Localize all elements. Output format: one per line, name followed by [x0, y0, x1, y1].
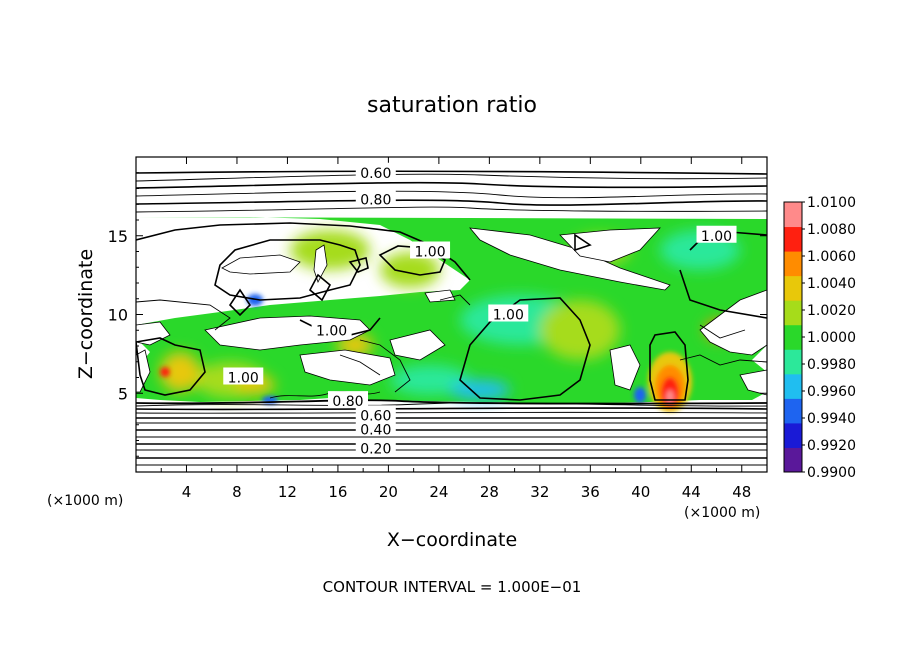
- colorbar-swatch: [784, 422, 802, 448]
- x-tick-label: 24: [429, 483, 448, 501]
- contour-label: 1.00: [316, 323, 347, 339]
- contour-label: 0.60: [360, 408, 391, 424]
- x-tick-label: 48: [732, 483, 751, 501]
- colorbar-label: 1.0100: [807, 195, 856, 211]
- contour-labels: 0.200.400.600.800.600.801.001.001.001.00…: [223, 162, 737, 457]
- y-axis-ticks: 5 10 15: [108, 172, 767, 457]
- x-tick-label: 36: [581, 483, 600, 501]
- contour-label-bg: [223, 367, 264, 385]
- colorbar-label: 0.9920: [807, 438, 856, 454]
- colorbar-swatch: [784, 349, 802, 375]
- contour-label-bg: [311, 320, 352, 338]
- x-tick-label: 40: [631, 483, 650, 501]
- contour-interval-note: CONTOUR INTERVAL = 1.000E−01: [323, 578, 582, 596]
- colorbar-label: 1.0020: [807, 303, 856, 319]
- colorbar-label: 0.9960: [807, 384, 856, 400]
- colorbar-label: 1.0000: [807, 330, 856, 346]
- contour-label: 0.40: [360, 422, 391, 438]
- x-unit-label: (×1000 m): [684, 505, 760, 521]
- contour-label-bg: [696, 225, 737, 243]
- colorbar-label: 0.9900: [807, 465, 856, 481]
- colorbar-label: 1.0040: [807, 276, 856, 292]
- contour-label-bg: [355, 189, 396, 207]
- colorbar-swatch: [784, 324, 802, 350]
- colorbar-label: 0.9980: [807, 357, 856, 373]
- contour-label: 0.20: [360, 441, 391, 457]
- x-tick-label: 12: [278, 483, 297, 501]
- chart-title: saturation ratio: [367, 93, 537, 118]
- x-tick-label: 28: [480, 483, 499, 501]
- x-axis-ticks: 4 8 12 16 20 24 28 32 36 40 44 48: [160, 157, 751, 501]
- y-tick-label: 5: [118, 384, 128, 403]
- colorbar-swatch: [784, 275, 802, 301]
- colorbar-swatch: [784, 202, 802, 228]
- contour-label: 0.80: [360, 193, 391, 209]
- colorbar-swatch: [784, 251, 802, 277]
- x-tick-label: 16: [328, 483, 347, 501]
- contour-label-bg: [355, 438, 396, 456]
- contour-label-bg: [355, 419, 396, 437]
- colorbar-swatch: [784, 373, 802, 399]
- contour-label: 0.60: [360, 166, 391, 182]
- contour-label: 1.00: [701, 229, 732, 245]
- x-tick-label: 4: [182, 483, 192, 501]
- contour-label-bg: [410, 241, 451, 259]
- colorbar-swatch: [784, 226, 802, 252]
- x-tick-label: 8: [232, 483, 242, 501]
- y-tick-label: 10: [108, 306, 128, 325]
- contour-label: 1.00: [228, 371, 259, 387]
- x-tick-label: 44: [682, 483, 701, 501]
- saturation-field: [136, 157, 767, 472]
- contour-label-bg: [355, 405, 396, 423]
- x-axis-label: X−coordinate: [387, 529, 517, 551]
- z-unit-label: (×1000 m): [47, 493, 123, 509]
- colorbar-label: 1.0060: [807, 249, 856, 265]
- contour-label: 0.80: [332, 394, 363, 410]
- contour-label: 1.00: [493, 308, 524, 324]
- contour-label-bg: [328, 391, 369, 409]
- contour-label-bg: [355, 162, 396, 180]
- x-tick-label: 32: [530, 483, 549, 501]
- colorbar-swatch: [784, 398, 802, 424]
- contour-label: 1.00: [414, 245, 445, 261]
- colorbar-swatch: [784, 300, 802, 326]
- colorbar: 0.9900 0.9920 0.9940 0.9960 0.9980 1.0000 1.00…: [783, 195, 856, 481]
- colorbar-swatch: [784, 447, 802, 473]
- contour-label-bg: [488, 304, 529, 322]
- y-axis-label: Z−coordinate: [75, 249, 97, 379]
- colorbar-label: 0.9940: [807, 411, 856, 427]
- x-tick-label: 20: [379, 483, 398, 501]
- y-tick-label: 15: [108, 227, 128, 246]
- colorbar-label: 1.0080: [807, 222, 856, 238]
